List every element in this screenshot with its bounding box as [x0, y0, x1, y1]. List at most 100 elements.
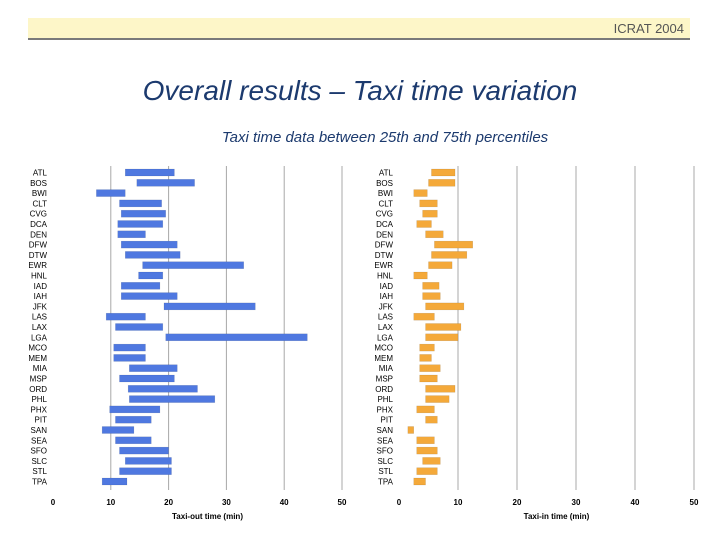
- taxi-in-category-label: DTW: [375, 251, 394, 260]
- taxi-out-bar-bos: [136, 179, 195, 187]
- taxi-out-category-label: IAD: [34, 282, 48, 291]
- taxi-in-bar-hnl: [413, 271, 428, 280]
- taxi-out-category-label: MCO: [28, 344, 47, 353]
- taxi-in-x-tick-label: 40: [631, 498, 640, 507]
- taxi-in-category-label: MCO: [374, 344, 393, 353]
- taxi-out-bar-iad: [120, 282, 161, 290]
- taxi-in-bar-bwi: [413, 189, 428, 197]
- taxi-out-bar-jfk: [163, 302, 256, 311]
- taxi-in-category-label: HNL: [377, 272, 394, 281]
- taxi-in-category-label: IAD: [380, 282, 394, 291]
- taxi-in-bar-mem: [419, 354, 432, 362]
- taxi-out-category-label: STL: [32, 467, 47, 476]
- taxi-in-bar-stl: [416, 467, 438, 475]
- taxi-out-x-tick-label: 0: [51, 498, 56, 507]
- taxi-out-bar-iah: [120, 292, 178, 300]
- taxi-in-category-label: CVG: [376, 210, 393, 219]
- taxi-out-category-label: MEM: [28, 354, 47, 363]
- taxi-out-bar-bwi: [96, 189, 126, 197]
- taxi-out-bar-stl: [119, 467, 172, 475]
- taxi-out-category-label: SLC: [31, 457, 47, 466]
- taxi-out-category-label: BOS: [30, 179, 47, 188]
- taxi-out-bar-dtw: [125, 251, 181, 259]
- taxi-out-category-label: DCA: [30, 220, 48, 229]
- taxi-in-category-label: ORD: [375, 385, 393, 394]
- taxi-in-x-tick-label: 10: [454, 498, 463, 507]
- taxi-in-category-label: SAN: [377, 426, 394, 435]
- taxi-in-category-label: PHX: [377, 405, 394, 414]
- taxi-in-bar-cvg: [422, 209, 438, 218]
- taxi-in-bar-mco: [419, 343, 435, 352]
- taxi-in-category-label: ATL: [379, 169, 394, 178]
- taxi-in-category-label: JFK: [379, 302, 394, 311]
- taxi-out-x-axis-label: Taxi-out time (min): [172, 512, 243, 521]
- taxi-out-category-label: IAH: [34, 292, 48, 301]
- taxi-in-category-label: BOS: [376, 179, 393, 188]
- taxi-out-category-label: MSP: [30, 375, 47, 384]
- taxi-out-category-label: CLT: [32, 199, 47, 208]
- taxi-out-x-tick-label: 10: [106, 498, 115, 507]
- taxi-out-category-label: CVG: [30, 210, 47, 219]
- taxi-out-category-label: JFK: [33, 302, 48, 311]
- taxi-out-category-label: DEN: [30, 230, 47, 239]
- taxi-out-x-tick-label: 30: [222, 498, 231, 507]
- taxi-in-x-tick-label: 20: [513, 498, 522, 507]
- taxi-in-bar-sea: [416, 436, 435, 445]
- taxi-out-category-label: BWI: [32, 189, 47, 198]
- taxi-in-bar-bos: [428, 179, 456, 187]
- taxi-in-bar-tpa: [413, 477, 426, 486]
- taxi-out-bar-sfo: [119, 446, 169, 455]
- taxi-in-bar-phl: [425, 395, 450, 403]
- taxi-in-category-label: SEA: [377, 436, 394, 445]
- taxi-out-category-label: LAX: [32, 323, 48, 332]
- taxi-in-bar-sfo: [416, 446, 438, 455]
- taxi-out-x-tick-label: 50: [338, 498, 347, 507]
- taxi-out-category-label: EWR: [28, 261, 47, 270]
- taxi-in-x-axis-label: Taxi-in time (min): [524, 512, 590, 521]
- taxi-out-category-label: ATL: [33, 169, 48, 178]
- taxi-in-category-label: TPA: [378, 478, 394, 487]
- header-bar: ICRAT 2004: [28, 18, 690, 40]
- taxi-out-bar-mem: [113, 354, 146, 362]
- taxi-out-bar-tpa: [101, 477, 128, 486]
- taxi-out-bar-msp: [119, 374, 175, 383]
- taxi-in-category-label: STL: [378, 467, 393, 476]
- taxi-in-category-label: BWI: [378, 189, 393, 198]
- taxi-in-bar-phx: [416, 405, 435, 414]
- taxi-in-x-tick-label: 30: [572, 498, 581, 507]
- taxi-out-bar-clt: [119, 199, 162, 208]
- taxi-in-x-tick-label: 50: [690, 498, 699, 507]
- taxi-out-bar-phl: [129, 395, 216, 403]
- taxi-in-bar-dfw: [434, 240, 473, 249]
- taxi-out-bar-atl: [125, 168, 175, 177]
- taxi-in-category-label: MEM: [374, 354, 393, 363]
- taxi-in-category-label: LGA: [377, 333, 394, 342]
- taxi-out-category-label: PIT: [35, 416, 48, 425]
- taxi-out-bar-ord: [127, 385, 198, 393]
- taxi-in-category-label: EWR: [374, 261, 393, 270]
- taxi-in-bar-clt: [419, 199, 438, 208]
- slide-title: Overall results – Taxi time variation: [142, 75, 578, 106]
- taxi-in-category-label: SFO: [377, 447, 393, 456]
- taxi-in-category-label: SLC: [377, 457, 393, 466]
- taxi-in-bar-dtw: [431, 251, 468, 259]
- taxi-in-x-tick-label: 0: [397, 498, 402, 507]
- taxi-in-bar-atl: [431, 168, 456, 177]
- taxi-out-category-label: MIA: [33, 364, 48, 373]
- taxi-out-x-tick-label: 40: [280, 498, 289, 507]
- taxi-in-category-label: PHL: [377, 395, 393, 404]
- chart-subtitle: Taxi time data between 25th and 75th per…: [221, 129, 549, 146]
- taxi-in-bar-iah: [422, 292, 441, 300]
- taxi-in-category-label: PIT: [381, 416, 394, 425]
- taxi-in-bar-lax: [425, 323, 462, 331]
- taxi-in-bar-lga: [425, 333, 459, 342]
- taxi-out-bar-las: [105, 312, 146, 321]
- taxi-out-category-label: PHL: [31, 395, 47, 404]
- taxi-out-bar-phx: [109, 405, 161, 414]
- taxi-out-category-label: SAN: [31, 426, 48, 435]
- taxi-in-bar-dca: [416, 220, 432, 228]
- taxi-in-bar-san: [407, 426, 415, 434]
- taxi-in-bar-las: [413, 312, 435, 321]
- taxi-out-bar-den: [117, 230, 146, 239]
